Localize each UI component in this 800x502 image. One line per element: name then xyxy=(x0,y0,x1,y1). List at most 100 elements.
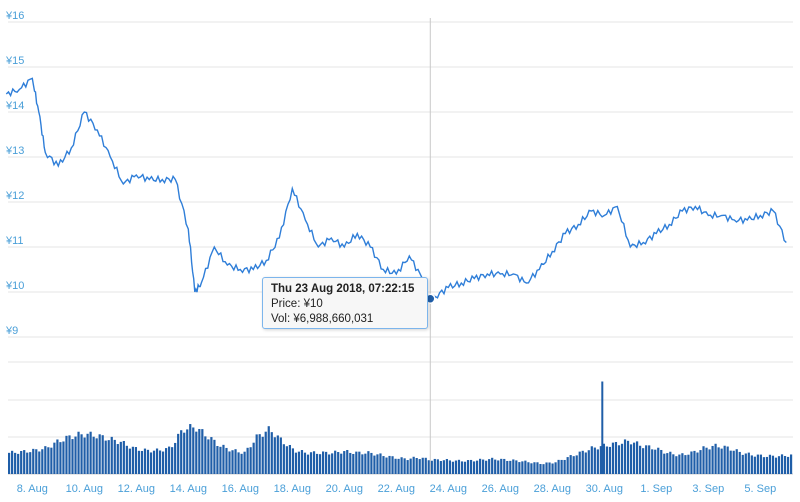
volume-bar xyxy=(741,454,744,474)
volume-bar xyxy=(433,458,436,474)
volume-bar xyxy=(494,459,497,474)
volume-bar xyxy=(430,460,433,474)
volume-bar xyxy=(626,440,630,474)
volume-bar xyxy=(551,463,554,474)
volume-bar xyxy=(47,447,50,474)
volume-bar xyxy=(325,451,328,474)
volume-bar xyxy=(400,457,403,474)
volume-bar xyxy=(140,450,144,474)
volume-bar xyxy=(119,441,122,474)
volume-bar xyxy=(759,454,762,474)
volume-bar xyxy=(303,452,307,474)
x-tick-label: 14. Aug xyxy=(170,483,207,495)
volume-bar xyxy=(463,461,467,474)
volume-bar xyxy=(77,431,80,474)
volume-bar xyxy=(74,436,77,474)
volume-bar xyxy=(497,460,500,474)
volume-bar xyxy=(777,456,781,474)
volume-bar xyxy=(762,457,766,474)
volume-bar xyxy=(747,452,750,474)
volume-bar xyxy=(86,433,89,474)
volume-bar xyxy=(629,444,633,474)
volume-bar xyxy=(418,459,421,474)
volume-bar xyxy=(500,458,503,474)
volume-bar xyxy=(95,438,98,474)
volume-bar xyxy=(189,424,192,474)
volume-bar xyxy=(672,454,675,474)
volume-bar xyxy=(642,448,645,474)
volume-bar xyxy=(276,435,279,474)
volume-bar xyxy=(62,441,65,474)
volume-bar xyxy=(231,450,234,474)
volume-bar xyxy=(509,460,512,474)
volume-bar xyxy=(174,442,177,474)
price-axis-ticks: ¥9 ¥10 ¥11 ¥12 ¥13 ¥14 ¥15 ¥16 xyxy=(5,10,24,337)
volume-bar xyxy=(234,449,237,474)
volume-bar xyxy=(542,464,545,474)
volume-bar xyxy=(765,456,769,474)
volume-bar xyxy=(171,447,174,474)
tooltip-date: Thu 23 Aug 2018, 07:22:15 xyxy=(271,283,415,295)
volume-bar xyxy=(228,451,231,474)
volume-bar xyxy=(539,464,542,474)
tooltip-vol-value: ¥6,988,660,031 xyxy=(293,313,374,325)
volume-bar xyxy=(687,454,690,474)
volume-bar xyxy=(518,462,521,474)
volume-bar xyxy=(177,433,180,474)
volume-bar xyxy=(596,449,599,474)
volume-bar xyxy=(361,454,364,474)
volume-bar xyxy=(684,455,687,474)
volume-bar xyxy=(439,461,442,474)
volume-bar xyxy=(337,452,340,474)
volume-bar xyxy=(711,445,714,474)
volume-bar xyxy=(309,452,313,474)
volume-bar xyxy=(485,460,488,474)
y-tick-label: ¥15 xyxy=(5,55,24,67)
volume-bar xyxy=(744,453,747,474)
volume-bar xyxy=(699,450,702,474)
volume-bar xyxy=(578,451,581,474)
volume-bar xyxy=(617,445,621,474)
volume-bar xyxy=(666,453,669,474)
volume-bar xyxy=(38,451,41,474)
volume-bar xyxy=(246,447,249,474)
volume-bar xyxy=(258,434,261,474)
volume-bar xyxy=(26,452,29,474)
volume-bar xyxy=(786,456,790,474)
tooltip: Thu 23 Aug 2018, 07:22:15 Price: ¥10 Vol… xyxy=(262,277,428,329)
volume-bar xyxy=(406,460,409,474)
volume-bar xyxy=(469,459,473,474)
volume-bar xyxy=(201,429,204,474)
volume-bar xyxy=(657,447,660,474)
volume-bar xyxy=(527,462,530,474)
volume-bar xyxy=(207,439,210,474)
volume-bar xyxy=(225,447,228,474)
volume-bar xyxy=(328,454,331,474)
volume-bar xyxy=(131,446,134,474)
x-tick-label: 22. Aug xyxy=(378,483,415,495)
volume-bar xyxy=(750,455,753,474)
volume-bar xyxy=(503,458,506,474)
volume-bar xyxy=(20,451,23,474)
volume-bar xyxy=(675,456,678,474)
volume-bar xyxy=(213,439,216,474)
volume-bar xyxy=(421,457,424,474)
volume-bar xyxy=(291,448,295,474)
volume-bar xyxy=(149,452,153,474)
volume-bar xyxy=(68,435,71,474)
volume-bar xyxy=(636,441,639,474)
volume-bar xyxy=(491,457,494,474)
volume-bar xyxy=(146,449,150,474)
volume-bar xyxy=(267,426,270,474)
volume-bar xyxy=(59,442,62,474)
volume-bar xyxy=(479,458,482,474)
volume-bar xyxy=(512,459,515,474)
x-tick-label: 8. Aug xyxy=(17,483,48,495)
volume-bar xyxy=(415,458,418,474)
volume-bar xyxy=(448,460,452,474)
volume-bar xyxy=(488,459,491,474)
volume-bar xyxy=(165,448,168,474)
volume-bar xyxy=(14,452,17,474)
volume-bar xyxy=(168,446,171,474)
volume-bar xyxy=(300,450,304,474)
